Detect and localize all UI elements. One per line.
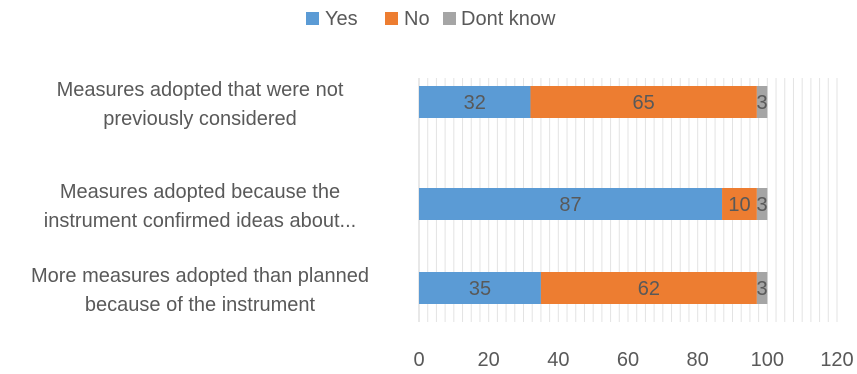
bar-no bbox=[722, 188, 757, 220]
x-tick-label: 60 bbox=[617, 349, 639, 369]
x-axis: 0 20 40 60 80 100 120 bbox=[413, 349, 853, 371]
data-label: 62 bbox=[638, 278, 660, 300]
data-label: 10 bbox=[728, 194, 750, 216]
legend-item: Dont know bbox=[443, 8, 556, 30]
legend-label: Dont know bbox=[461, 8, 556, 30]
x-tick-label: 100 bbox=[751, 349, 784, 369]
x-tick-label: 0 bbox=[413, 349, 424, 369]
bar-no bbox=[540, 272, 757, 304]
bar-yes bbox=[419, 272, 541, 304]
data-label: 32 bbox=[464, 92, 486, 114]
x-tick-label: 120 bbox=[820, 349, 853, 369]
category-label: Measures adopted that were not previously… bbox=[57, 79, 344, 130]
data-label: 3 bbox=[757, 194, 768, 216]
bar-dont-know bbox=[756, 272, 768, 304]
data-label: 3 bbox=[757, 278, 768, 300]
category-label: Measures adopted because the instrument c… bbox=[44, 181, 356, 232]
data-label: 65 bbox=[633, 92, 655, 114]
legend-label: Yes bbox=[325, 8, 358, 30]
legend-item: Yes bbox=[306, 8, 358, 30]
category-labels: Measures adopted that were not previously… bbox=[31, 79, 369, 316]
bar-yes bbox=[419, 86, 531, 118]
legend-swatch bbox=[385, 12, 398, 25]
bar-dont-know bbox=[756, 86, 768, 118]
bar-no bbox=[530, 86, 757, 118]
legend-item: No bbox=[385, 8, 430, 30]
bars: 32 65 3 87 10 3 35 62 3 bbox=[419, 86, 768, 304]
bar-yes bbox=[419, 188, 723, 220]
legend: Yes No Dont know bbox=[306, 8, 556, 30]
bar-dont-know bbox=[756, 188, 768, 220]
x-tick-label: 80 bbox=[687, 349, 709, 369]
data-label: 35 bbox=[469, 278, 491, 300]
category-label: More measures adopted than planned becaus… bbox=[31, 265, 369, 316]
x-tick-label: 20 bbox=[478, 349, 500, 369]
legend-swatch bbox=[306, 12, 319, 25]
x-tick-label: 40 bbox=[547, 349, 569, 369]
legend-label: No bbox=[404, 8, 430, 30]
legend-swatch bbox=[443, 12, 456, 25]
data-label: 3 bbox=[757, 92, 768, 114]
data-label: 87 bbox=[559, 194, 581, 216]
